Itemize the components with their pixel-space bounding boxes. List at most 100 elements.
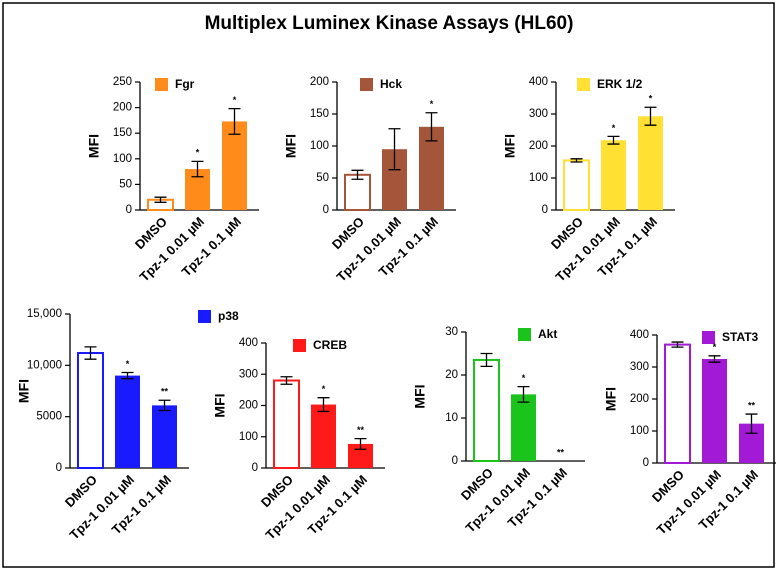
error-bar [84,346,97,360]
y-tick-label: 250 [113,76,132,88]
legend-swatch [702,331,715,344]
error-bar [154,196,167,203]
y-tick-label: 300 [630,361,649,373]
error-bar [317,397,330,413]
bar [344,173,371,212]
y-tick-label: 5000 [36,411,62,423]
y-tick-label: 200 [239,400,258,412]
bar [222,121,247,210]
bar [115,375,140,468]
y-axis-label: MFI [603,387,619,411]
bar [601,140,626,210]
error-bar [570,158,583,163]
y-tick-label: 400 [529,76,548,88]
error-bar [354,437,367,450]
error-bar [121,371,134,380]
error-bar [644,106,657,126]
y-tick-label: 100 [113,153,132,165]
y-tick-label: 10 [445,412,458,424]
bar [702,359,727,463]
significance: * [196,148,200,158]
error-bar [671,341,684,348]
legend-label: Fgr [175,77,195,91]
y-tick-label: 150 [113,127,132,139]
y-tick-label: 20 [445,369,458,381]
significance: * [522,373,526,383]
y-axis-label: MFI [16,379,32,403]
error-bar [228,107,241,135]
legend-swatch [198,310,211,323]
y-axis-label: MFI [283,134,299,158]
legend-label: Akt [538,327,557,341]
significance: * [649,94,653,104]
bar [664,343,691,465]
bar [638,116,663,210]
significance: * [322,384,326,394]
figure-title: Multiplex Luminex Kinase Assays (HL60) [205,13,574,34]
y-tick-label: 200 [529,140,548,152]
y-axis-label: MFI [502,134,518,158]
significance: ** [357,425,365,435]
y-tick-label: 0 [56,462,62,474]
legend-label: CREB [313,338,347,352]
y-tick-label: 0 [643,457,649,469]
y-tick-label: 0 [252,462,258,474]
y-axis-label: MFI [212,393,228,417]
error-bar [388,128,401,171]
bar [273,379,300,469]
y-tick-label: 0 [126,204,132,216]
y-tick-label: 200 [310,76,329,88]
error-bar [158,399,171,412]
significance: ** [161,387,169,397]
bar [511,394,536,461]
bar [77,352,104,469]
y-tick-label: 10,000 [27,359,62,371]
bar [563,159,590,211]
significance: * [713,342,717,352]
significance: * [430,99,434,109]
y-axis-label: MFI [412,384,428,408]
y-tick-label: 400 [630,329,649,341]
y-tick-label: 15,000 [27,308,62,320]
y-tick-label: 400 [239,337,258,349]
legend-label: STAT3 [722,330,759,344]
error-bar [280,376,293,385]
error-bar [517,385,530,403]
y-tick-label: 0 [323,204,329,216]
y-tick-label: 150 [310,108,329,120]
legend-swatch [360,78,373,91]
legend-swatch [518,328,531,341]
legend-swatch [293,339,306,352]
y-tick-label: 300 [529,108,548,120]
legend-label: ERK 1/2 [597,77,643,91]
y-tick-label: 200 [630,393,649,405]
significance: ** [748,400,756,410]
y-tick-label: 0 [542,204,548,216]
error-bar [607,135,620,145]
y-tick-label: 100 [529,172,548,184]
error-bar [745,413,758,434]
error-bar [480,352,493,368]
y-tick-label: 100 [239,431,258,443]
error-bar [351,169,364,180]
y-tick-label: 100 [310,140,329,152]
legend-swatch [155,78,168,91]
y-tick-label: 300 [239,368,258,380]
significance: ** [557,447,565,457]
significance: * [612,123,616,133]
bar [311,404,336,468]
significance: * [126,359,130,369]
legend-label: Hck [380,77,402,91]
y-axis-label: MFI [86,134,102,158]
y-tick-label: 200 [113,102,132,114]
y-tick-label: 0 [452,455,458,467]
y-tick-label: 50 [316,172,329,184]
significance: * [233,95,237,105]
legend-label: p38 [218,309,239,323]
legend-swatch [577,78,590,91]
bar [152,405,177,468]
y-tick-label: 30 [445,326,458,338]
y-tick-label: 50 [119,178,132,190]
